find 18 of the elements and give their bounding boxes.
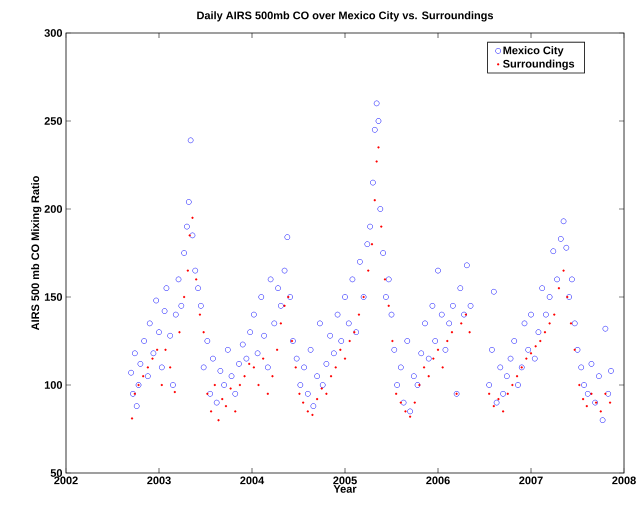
x-tick-label: 2008 <box>612 476 636 484</box>
y-tick-label: 250 <box>44 117 62 125</box>
legend-label: Mexico City <box>503 46 564 56</box>
x-axis-title: Year <box>334 485 356 493</box>
x-tick-label: 2002 <box>54 476 78 484</box>
y-tick-label: 100 <box>44 381 62 389</box>
y-tick-label: 50 <box>50 469 62 477</box>
x-tick-label: 2006 <box>426 476 450 484</box>
legend-label: Surroundings <box>503 60 574 70</box>
chart-title: Daily AIRS 500mb CO over Mexico City vs. Surroundings <box>197 11 494 22</box>
y-tick-label: 200 <box>44 205 62 213</box>
y-axis-title: AIRS 500 mb CO Mixing Ratio <box>31 176 42 330</box>
x-tick-label: 2004 <box>240 476 264 484</box>
x-tick-label: 2005 <box>333 476 357 484</box>
x-tick-label: 2003 <box>147 476 171 484</box>
x-tick-label: 2007 <box>519 476 543 484</box>
y-tick-label: 150 <box>44 293 62 301</box>
y-tick-label: 300 <box>44 29 62 37</box>
